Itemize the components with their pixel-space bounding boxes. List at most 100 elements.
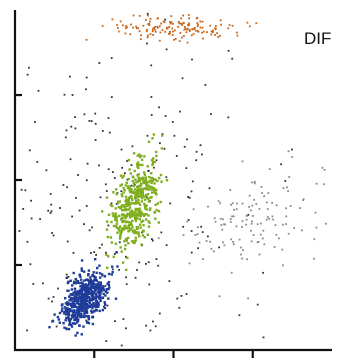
data-point — [160, 22, 162, 25]
data-point — [161, 29, 164, 31]
data-point — [235, 225, 238, 228]
data-point — [135, 217, 138, 221]
data-point — [129, 215, 132, 218]
data-point — [98, 276, 102, 279]
data-point — [117, 200, 120, 203]
data-point — [139, 210, 142, 214]
data-point — [171, 34, 174, 36]
data-point — [209, 24, 212, 27]
data-point — [114, 297, 118, 300]
data-point — [132, 202, 135, 205]
data-point — [87, 317, 91, 320]
data-point — [151, 162, 155, 165]
data-point — [145, 263, 147, 265]
data-point — [155, 159, 158, 162]
data-point — [271, 202, 273, 204]
data-point — [50, 210, 53, 213]
data-point — [78, 295, 81, 298]
data-point — [235, 208, 238, 211]
data-point — [125, 327, 127, 330]
data-point — [253, 182, 256, 185]
data-point — [131, 190, 134, 193]
data-point — [146, 165, 149, 168]
data-point — [121, 216, 124, 220]
data-point — [70, 125, 73, 128]
data-point — [130, 240, 134, 243]
data-point — [197, 247, 199, 250]
data-point — [127, 226, 131, 230]
data-point — [147, 225, 151, 228]
data-point — [141, 163, 144, 167]
data-point — [286, 186, 288, 189]
data-point — [85, 309, 89, 313]
data-point — [26, 73, 29, 76]
data-point — [135, 226, 138, 229]
data-point — [32, 283, 35, 285]
data-point — [258, 253, 261, 256]
data-point — [241, 226, 243, 228]
data-point — [146, 233, 150, 236]
data-point — [155, 154, 158, 158]
data-point — [80, 287, 84, 291]
data-point — [114, 217, 117, 220]
data-point — [100, 290, 103, 293]
data-point — [72, 281, 76, 285]
data-point — [148, 175, 151, 179]
data-point — [82, 315, 86, 319]
data-point — [71, 94, 74, 96]
data-point — [67, 317, 71, 321]
data-point — [211, 31, 214, 34]
data-point — [112, 214, 115, 218]
data-point — [100, 288, 103, 291]
data-point — [85, 88, 87, 91]
data-point — [68, 313, 71, 316]
data-point — [110, 273, 113, 276]
data-point — [160, 147, 164, 150]
data-point — [98, 292, 101, 296]
data-point — [114, 320, 116, 322]
data-point — [99, 281, 102, 284]
data-point — [75, 316, 78, 319]
data-point — [174, 38, 177, 40]
data-point — [256, 303, 259, 306]
data-point — [111, 265, 114, 268]
data-point — [81, 296, 84, 299]
data-point — [80, 303, 84, 307]
data-point — [129, 203, 132, 206]
data-point — [83, 279, 86, 282]
data-point — [102, 287, 105, 290]
data-point — [154, 30, 157, 33]
data-point — [121, 204, 124, 207]
data-point — [190, 251, 193, 254]
data-point — [231, 57, 234, 60]
data-point — [187, 219, 190, 221]
data-point — [216, 32, 218, 35]
data-point — [120, 250, 123, 253]
data-point — [189, 30, 191, 32]
data-point — [194, 27, 196, 29]
data-point — [247, 213, 250, 216]
data-point — [26, 240, 29, 243]
data-point — [268, 218, 270, 220]
data-point — [69, 293, 72, 296]
data-point — [315, 182, 318, 185]
data-point — [107, 224, 110, 227]
data-point — [85, 205, 88, 207]
data-point — [138, 261, 141, 264]
data-point — [78, 305, 81, 309]
data-point — [76, 281, 79, 284]
data-point — [120, 218, 123, 221]
data-point — [96, 290, 99, 294]
data-point — [89, 286, 92, 289]
data-point — [63, 306, 67, 309]
data-point — [172, 30, 174, 33]
data-point — [122, 191, 125, 194]
data-point — [168, 32, 171, 35]
data-point — [123, 247, 127, 251]
data-point — [81, 305, 85, 309]
data-point — [89, 285, 93, 288]
data-point — [130, 209, 134, 212]
data-point — [84, 285, 87, 288]
data-point — [85, 278, 88, 281]
data-point — [289, 205, 292, 207]
